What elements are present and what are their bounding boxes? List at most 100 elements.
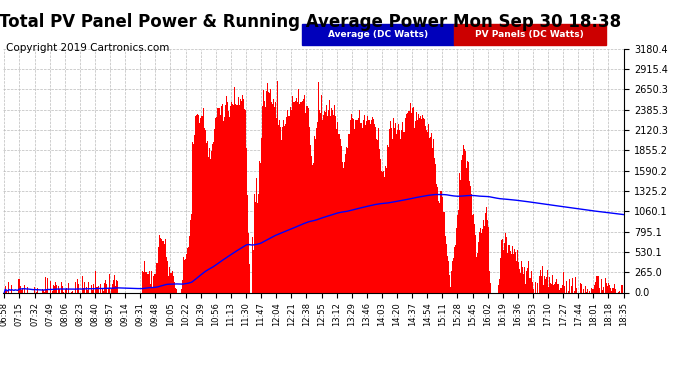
Bar [218, 108, 219, 292]
Bar [37, 288, 38, 292]
Bar [239, 105, 240, 292]
Bar [484, 224, 485, 292]
Bar [292, 96, 293, 292]
Bar [154, 274, 155, 292]
Bar [361, 123, 362, 292]
Bar [172, 276, 174, 292]
Bar [610, 288, 611, 292]
Bar [557, 279, 558, 292]
Bar [19, 279, 20, 292]
Bar [262, 106, 264, 292]
Bar [471, 194, 472, 292]
Bar [522, 267, 523, 292]
Bar [50, 281, 51, 292]
Bar [350, 134, 351, 292]
Bar [463, 145, 464, 292]
Bar [452, 261, 453, 292]
Bar [383, 171, 384, 292]
Bar [483, 220, 484, 292]
Bar [506, 252, 508, 292]
Bar [216, 117, 217, 292]
Bar [103, 279, 104, 292]
Bar [521, 261, 522, 292]
Bar [75, 282, 76, 292]
Bar [415, 121, 416, 292]
Bar [539, 276, 540, 292]
Bar [308, 127, 310, 292]
Bar [55, 282, 57, 292]
Bar [586, 289, 588, 292]
Bar [344, 162, 345, 292]
Bar [393, 118, 394, 292]
Bar [550, 283, 551, 292]
Bar [327, 116, 328, 292]
Bar [454, 247, 455, 292]
Bar [201, 116, 202, 292]
Bar [145, 272, 146, 292]
Bar [256, 178, 257, 292]
Bar [311, 156, 312, 292]
Bar [248, 233, 249, 292]
Bar [564, 286, 565, 292]
Bar [24, 285, 26, 292]
Bar [609, 285, 610, 292]
Bar [568, 291, 569, 292]
Bar [182, 280, 184, 292]
Bar [488, 227, 489, 292]
Bar [353, 119, 354, 292]
Bar [78, 284, 79, 292]
Bar [397, 130, 398, 292]
Bar [326, 105, 327, 292]
Bar [417, 120, 418, 292]
Bar [156, 263, 157, 292]
Bar [621, 285, 622, 292]
Bar [477, 253, 478, 292]
Bar [358, 117, 359, 292]
Bar [513, 254, 514, 292]
Bar [184, 260, 185, 292]
Bar [418, 114, 419, 292]
Bar [220, 115, 221, 292]
Bar [475, 257, 477, 292]
Bar [368, 120, 369, 292]
Bar [563, 272, 564, 292]
Bar [233, 105, 234, 292]
Bar [560, 288, 561, 292]
Bar [424, 119, 425, 292]
Bar [569, 279, 570, 292]
Bar [21, 288, 23, 292]
Bar [234, 87, 235, 292]
Bar [278, 124, 279, 292]
Bar [241, 101, 242, 292]
Bar [240, 99, 241, 292]
Bar [423, 118, 424, 292]
Bar [203, 108, 204, 292]
Bar [385, 166, 386, 292]
Bar [585, 286, 586, 292]
Bar [348, 133, 350, 292]
Bar [425, 126, 426, 292]
Bar [354, 129, 355, 292]
Bar [110, 287, 111, 292]
Bar [202, 117, 203, 292]
Bar [608, 283, 609, 292]
Bar [601, 279, 602, 292]
Bar [615, 289, 616, 292]
Bar [170, 273, 171, 292]
Bar [505, 234, 506, 292]
Bar [58, 286, 59, 292]
Bar [428, 144, 429, 292]
Bar [525, 284, 526, 292]
Bar [224, 117, 225, 292]
Bar [219, 108, 220, 292]
Bar [543, 285, 544, 292]
Bar [104, 283, 105, 292]
Bar [206, 144, 207, 292]
Bar [524, 271, 525, 292]
Bar [259, 163, 261, 292]
Bar [438, 201, 440, 292]
Bar [276, 118, 277, 292]
Bar [273, 99, 274, 292]
Bar [100, 284, 101, 292]
FancyBboxPatch shape [302, 24, 454, 45]
